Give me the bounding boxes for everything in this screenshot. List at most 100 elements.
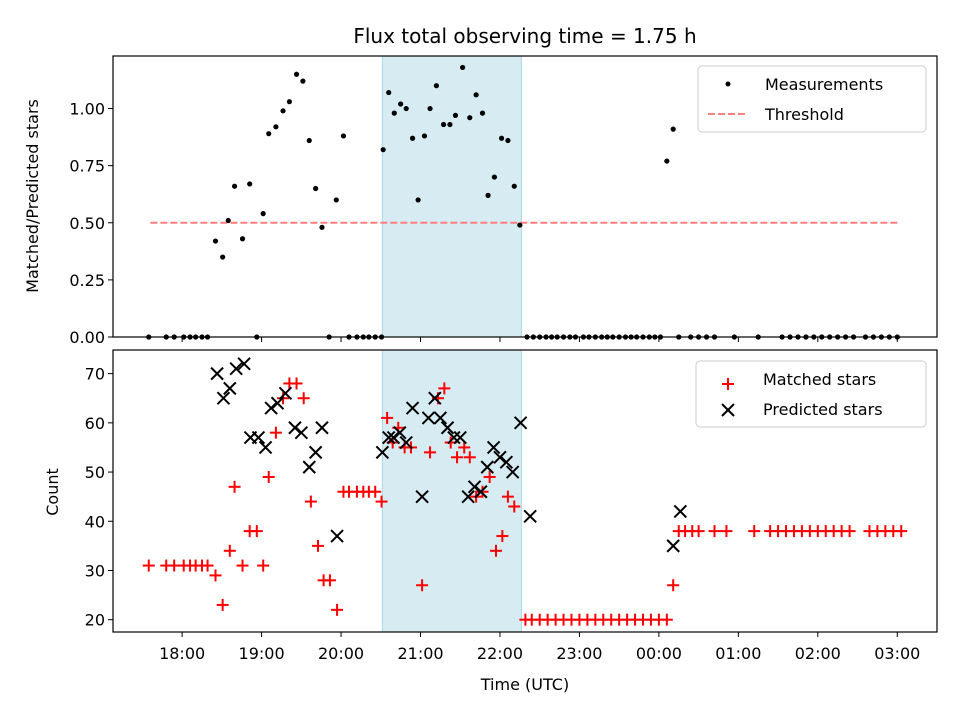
predicted-stars-points: [210, 357, 688, 553]
top-y-ticks: 0.00 0.25 0.50 0.75 1.00: [69, 100, 113, 347]
matched-star-point: [424, 446, 437, 459]
y-tick-label: 0.00: [69, 328, 105, 347]
matched-star-point: [375, 495, 388, 508]
matched-star-point: [416, 579, 429, 592]
predicted-star-point: [210, 366, 224, 381]
predicted-star-point: [315, 421, 329, 435]
predicted-star-point: [461, 489, 475, 504]
matched-star-point: [501, 490, 514, 503]
predicted-star-point: [264, 401, 278, 415]
legend-matched-marker: [722, 378, 734, 390]
predicted-star-point: [513, 416, 528, 430]
measurement-point: [473, 92, 479, 98]
measurement-point: [280, 108, 286, 114]
measurement-point: [433, 83, 440, 89]
x-axis-label: Time (UTC): [480, 675, 569, 694]
x-tick-label: 23:00: [556, 644, 602, 663]
matched-star-point: [489, 544, 502, 557]
measurement-point: [421, 133, 428, 139]
predicted-star-point: [229, 361, 243, 376]
measurement-point: [403, 105, 409, 112]
legend-predicted-label: Predicted stars: [763, 400, 883, 419]
predicted-star-point: [330, 529, 344, 543]
bottom-x-ticks: 18:00 19:00 20:00 21:00 22:00 23:00 00:00 01:00…: [159, 632, 920, 663]
bottom-y-axis-label: Count: [43, 468, 62, 516]
measurement-point: [239, 236, 246, 242]
measurement-point: [467, 115, 473, 121]
measurement-point: [485, 192, 491, 198]
measurement-point: [225, 217, 231, 224]
predicted-star-point: [237, 357, 251, 371]
matched-star-point: [843, 525, 856, 538]
predicted-star-point: [415, 489, 429, 504]
y-tick-label: 50: [85, 463, 105, 482]
matched-star-point: [508, 500, 521, 513]
measurement-point: [333, 197, 339, 203]
matched-star-point: [236, 559, 249, 572]
matched-star-point: [708, 525, 721, 538]
matched-star-point: [223, 544, 236, 557]
bottom-legend: Matched stars Predicted stars: [695, 360, 927, 428]
matched-star-point: [483, 470, 496, 483]
measurement-point: [670, 126, 676, 132]
measurement-point: [319, 224, 325, 230]
matched-star-point: [748, 525, 761, 538]
predicted-star-point: [433, 411, 448, 425]
y-tick-label: 0.75: [69, 157, 105, 176]
predicted-star-point: [499, 455, 514, 469]
predicted-star-point: [493, 450, 507, 464]
measurement-point: [306, 137, 312, 144]
predicted-star-point: [308, 445, 323, 460]
y-tick-label: 20: [85, 611, 105, 630]
matched-star-point: [269, 426, 282, 439]
measurement-point: [247, 181, 253, 187]
matched-star-point: [381, 411, 394, 424]
x-tick-label: 22:00: [477, 644, 523, 663]
predicted-star-point: [453, 430, 467, 445]
predicted-star-point: [447, 430, 461, 445]
bottom-legend-box: [695, 360, 927, 428]
predicted-star-point: [405, 401, 420, 415]
measurement-point: [498, 135, 505, 141]
predicted-star-point: [393, 425, 407, 440]
predicted-star-point: [428, 391, 442, 405]
top-panel: 0.00 0.25 0.50 0.75 1.00 Matched/Predicted s…: [23, 55, 938, 347]
measurement-point: [313, 185, 319, 192]
measurement-point: [386, 89, 392, 96]
predicted-star-point: [399, 435, 413, 450]
matched-star-point: [692, 525, 705, 538]
measurement-point: [398, 101, 404, 107]
matched-star-point: [720, 525, 733, 538]
matched-star-point: [451, 451, 464, 464]
bottom-y-ticks: 20 30 40 50 60 70: [85, 365, 113, 630]
predicted-star-point: [421, 411, 436, 425]
bottom-observing-window-shade: [381, 349, 522, 633]
matched-stars-points: [142, 377, 908, 626]
matched-star-point: [331, 603, 344, 616]
matched-star-point: [216, 598, 229, 611]
measurement-point: [286, 99, 293, 105]
measurement-point: [300, 78, 306, 84]
x-tick-label: 19:00: [239, 644, 285, 663]
measurement-point: [220, 254, 226, 260]
measurement-point: [511, 183, 517, 189]
y-tick-label: 30: [85, 561, 105, 580]
matched-star-point: [895, 525, 908, 538]
top-y-axis-label: Matched/Predicted stars: [23, 99, 42, 293]
predicted-star-point: [216, 391, 231, 405]
predicted-star-point: [294, 425, 309, 440]
predicted-star-point: [278, 386, 293, 401]
x-tick-label: 03:00: [874, 644, 920, 663]
y-tick-label: 1.00: [69, 100, 105, 119]
predicted-star-point: [673, 504, 688, 519]
measurement-point: [293, 71, 300, 77]
matched-star-point: [262, 470, 275, 483]
matched-star-point: [209, 569, 222, 582]
y-tick-label: 60: [85, 414, 105, 433]
matched-star-point: [312, 539, 325, 552]
predicted-star-point: [375, 445, 390, 460]
predicted-star-point: [486, 440, 501, 455]
measurement-point: [447, 121, 453, 128]
matched-star-point: [304, 495, 317, 508]
matched-star-point: [228, 480, 241, 493]
